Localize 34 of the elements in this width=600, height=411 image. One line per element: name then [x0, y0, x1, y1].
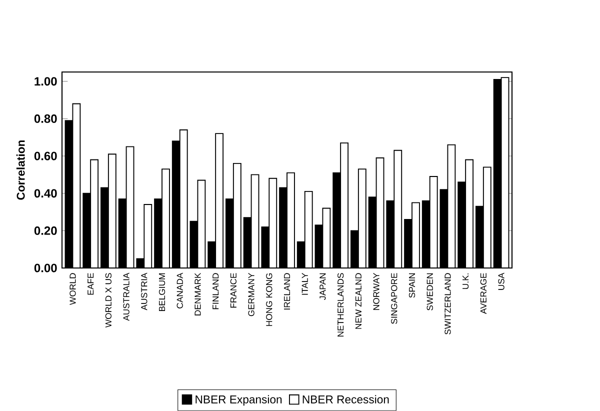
x-tick-label: EAFE: [88, 273, 94, 295]
x-tick-label: IRELAND: [284, 273, 290, 310]
y-tick-label: 0.80: [34, 114, 57, 123]
legend-label: NBER Expansion: [196, 395, 282, 406]
x-tick-label: AUSTRIA: [141, 272, 148, 310]
y-tick-label: 0.40: [34, 189, 57, 198]
legend-label: NBER Recession: [302, 395, 389, 404]
x-tick-label: NEW ZEALND: [355, 273, 362, 329]
x-tick-label: FRANCE: [230, 273, 236, 308]
x-tick-label: SINGAPORE: [391, 273, 398, 324]
y-tick-label: 0.20: [34, 226, 57, 235]
x-tick-label: SWITZERLAND: [444, 273, 451, 334]
y-tick-label: 1.00: [34, 77, 57, 86]
x-tick-label: SPAIN: [408, 273, 416, 298]
x-tick-label: HONG KONG: [266, 273, 272, 326]
y-axis-title: Correlation: [16, 140, 25, 200]
y-tick-label: 0.00: [34, 264, 57, 272]
x-tick-label: NORWAY: [373, 272, 380, 310]
x-tick-label: SWEDEN: [426, 273, 433, 310]
x-tick-label: JAPAN: [320, 273, 326, 300]
x-tick-label: BELGIUM: [158, 273, 166, 312]
x-tick-label: AUSTRALIA: [123, 272, 130, 321]
x-tick-label: ITALY: [302, 272, 308, 295]
x-tick-label: CANADA: [176, 272, 183, 308]
x-tick-label: FINLAND: [212, 273, 219, 310]
x-tick-label: U.K.: [462, 274, 469, 289]
y-tick-label: 0.60: [34, 152, 57, 160]
x-tick-label: AVERAGE: [480, 273, 486, 314]
x-tick-label: DENMARK: [194, 272, 201, 316]
x-tick-label: USA: [498, 272, 504, 290]
x-tick-label: WORLD: [70, 273, 76, 305]
x-tick-label: GERMANY: [248, 272, 254, 316]
x-tick-label: WORLD X US: [105, 273, 112, 328]
x-tick-label: NETHERLANDS: [338, 273, 344, 337]
